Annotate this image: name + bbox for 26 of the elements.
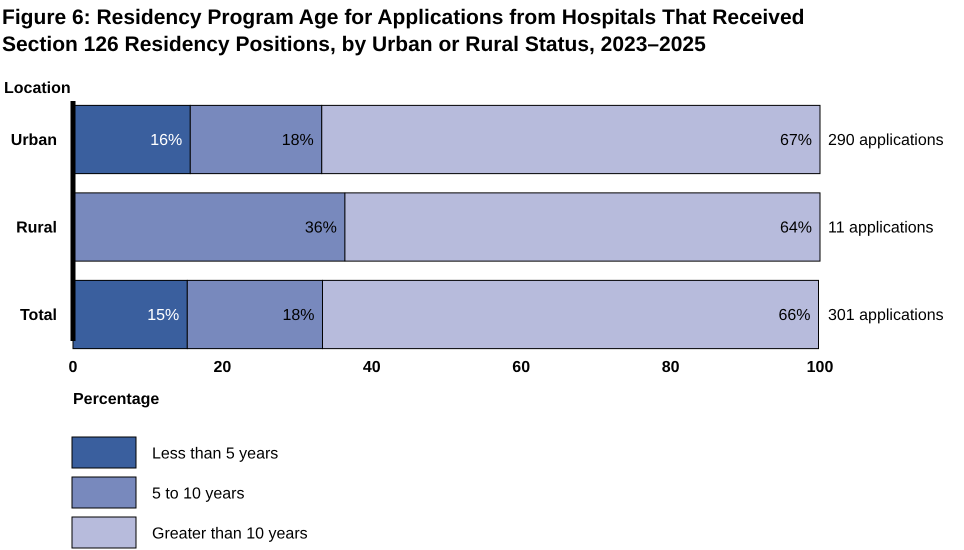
x-tick-label: 60: [512, 359, 530, 376]
data-label: 18%: [282, 307, 314, 324]
legend-label: Greater than 10 years: [152, 526, 308, 543]
x-tick-label: 100: [806, 359, 834, 376]
data-label: 36%: [304, 220, 337, 237]
text: 301 applications: [828, 307, 944, 324]
data-label: 15%: [147, 307, 180, 324]
y-axis-title: Location: [4, 80, 71, 97]
y-tick-label: Rural: [16, 220, 57, 237]
data-label: 16%: [150, 132, 182, 150]
x-tick-label: 40: [362, 359, 381, 376]
data-label: 66%: [778, 307, 811, 324]
chart-title: Figure 6: Residency Program Age for Applications from Hospitals That Received Section 126 Residency Positions, by Urban or Rural Status, 2023–2025: [2, 6, 804, 56]
data-label: 67%: [780, 132, 812, 150]
legend-label: Less than 5 years: [152, 446, 278, 463]
x-tick-label: 0: [68, 359, 78, 376]
data-label: 18%: [282, 132, 314, 150]
data-label: 64%: [780, 220, 812, 237]
legend-label: 5 to 10 years: [152, 486, 244, 503]
text: 11 applications: [828, 220, 934, 237]
text: 290 applications: [828, 132, 944, 150]
y-tick-label: Total: [20, 307, 57, 324]
x-axis-title: Percentage: [73, 391, 160, 408]
x-tick-label: 20: [214, 359, 232, 376]
y-tick-label: Urban: [10, 132, 57, 150]
x-tick-label: 80: [662, 359, 680, 376]
